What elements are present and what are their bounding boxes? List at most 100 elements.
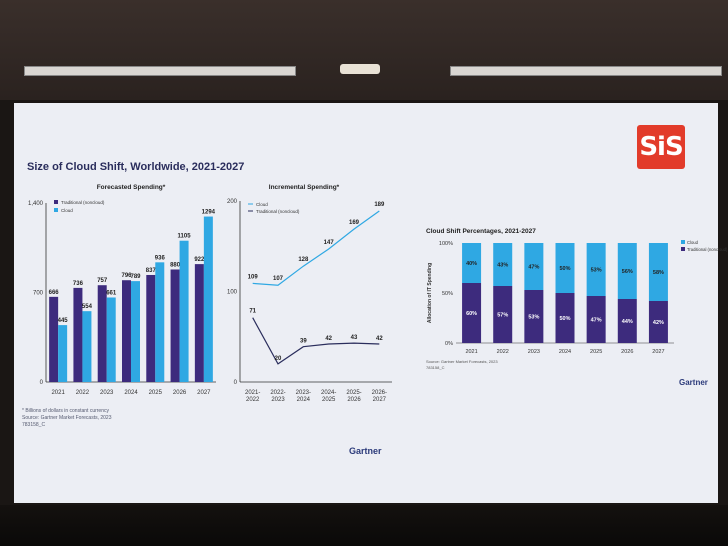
chart-title-percentages: Cloud Shift Percentages, 2021-2027: [426, 228, 536, 235]
footnote-line: 783158_C: [22, 422, 46, 428]
data-label: 1105: [178, 234, 192, 240]
audience-area: [0, 505, 728, 546]
legend-swatch: [54, 208, 58, 212]
data-label: 71: [249, 309, 256, 315]
data-label: 43: [351, 335, 358, 341]
data-label: 50%: [559, 316, 570, 322]
data-label: 20: [275, 356, 282, 362]
sis-logo: SiS: [637, 125, 685, 169]
x-tick-label: 2023-2024: [296, 390, 311, 403]
slide-title: Size of Cloud Shift, Worldwide, 2021-202…: [27, 161, 245, 173]
bar-cloud: [58, 325, 68, 382]
data-label: 53%: [528, 315, 539, 321]
x-tick-label: 2022-2023: [270, 390, 285, 403]
y-axis-title: Allocation of IT Spending: [427, 263, 433, 323]
bar-traditional: [122, 280, 131, 382]
legend-swatch: [54, 200, 58, 204]
bar-traditional: [97, 285, 107, 382]
data-label: 661: [106, 290, 117, 296]
room-ceiling: [0, 0, 728, 100]
gartner-logo-right: Gartner: [679, 378, 708, 387]
data-label: 42: [325, 336, 332, 342]
data-label: 109: [248, 274, 259, 280]
y-tick-label: 0: [234, 380, 238, 386]
bar-cloud: [648, 243, 668, 301]
data-label: 445: [58, 318, 69, 324]
bar-traditional: [194, 264, 204, 382]
data-label: 42%: [653, 320, 664, 326]
x-tick-label: 2026: [621, 349, 633, 355]
gartner-logo-center: Gartner: [349, 446, 382, 456]
x-tick-label: 2024: [124, 390, 138, 396]
x-tick-label: 2025: [590, 349, 602, 355]
legend-swatch: [681, 240, 685, 244]
chart-code: 783158_C: [426, 365, 445, 370]
data-label: 43%: [497, 263, 508, 269]
x-tick-label: 2021: [465, 349, 477, 355]
x-tick-label: 2025-2026: [346, 390, 361, 403]
data-label: 53%: [591, 268, 602, 274]
data-label: 60%: [466, 311, 477, 317]
x-tick-label: 2027: [652, 349, 664, 355]
legend-label: Traditional (noncloud): [687, 247, 728, 252]
data-label: 44%: [622, 319, 633, 325]
y-tick-label: 100: [227, 290, 238, 296]
bar-cloud: [617, 243, 637, 299]
data-label: 57%: [497, 313, 508, 319]
charts-canvas: Forecasted Spending* 0 700 1,400 Traditional…: [28, 184, 728, 403]
bar-traditional: [49, 296, 59, 382]
y-tick-label: 1,400: [28, 201, 44, 207]
data-label: 58%: [653, 270, 664, 276]
bar-cloud: [586, 243, 606, 296]
data-label: 922: [194, 257, 205, 263]
x-tick-label: 2025: [149, 390, 163, 396]
y-tick-label: 50%: [442, 291, 453, 297]
y-tick-label: 0: [40, 380, 44, 386]
data-label: 47%: [528, 265, 539, 271]
x-tick-label: 2022: [76, 390, 90, 396]
ceiling-light-right: [450, 66, 722, 76]
x-tick-label: 2021: [51, 390, 65, 396]
y-tick-label: 100%: [439, 241, 453, 247]
ceiling-spotlight: [340, 64, 380, 74]
legend-label: Cloud: [687, 240, 699, 245]
data-label: 147: [324, 240, 335, 246]
y-tick-label: 200: [227, 199, 238, 205]
bar-cloud: [131, 281, 140, 382]
data-label: 107: [273, 276, 284, 282]
data-label: 1294: [202, 210, 216, 216]
line-traditional: [252, 317, 380, 365]
bar-traditional: [170, 269, 180, 382]
data-label: 736: [73, 281, 84, 287]
x-tick-label: 2026-2027: [372, 390, 387, 403]
bar-traditional: [617, 299, 637, 343]
chart-title-incremental: Incremental Spending*: [269, 184, 340, 191]
x-tick-label: 2022: [497, 349, 509, 355]
x-tick-label: 2024-2025: [321, 390, 336, 403]
legend-label: Traditional (noncloud): [256, 209, 300, 214]
bar-cloud: [155, 262, 165, 382]
bar-traditional: [648, 301, 668, 343]
legend-label: Traditional (noncloud): [61, 200, 105, 205]
x-tick-label: 2026: [173, 390, 187, 396]
footnote-line: Source: Gartner Market Forecasts, 2023: [22, 415, 112, 421]
data-label: 56%: [622, 269, 633, 275]
legend-label: Cloud: [256, 202, 268, 207]
bar-traditional: [493, 286, 513, 343]
bar-traditional: [73, 287, 83, 382]
x-tick-label: 2023: [528, 349, 540, 355]
data-label: 880: [170, 262, 181, 268]
chart-source: Source: Gartner Market Forecasts, 2023: [426, 359, 498, 364]
bar-traditional: [555, 293, 575, 343]
legend-swatch: [681, 247, 685, 251]
data-label: 128: [298, 257, 309, 263]
data-label: 666: [49, 290, 60, 296]
bar-cloud: [493, 243, 513, 286]
footnote: * Billions of dollars in constant curren…: [22, 408, 111, 429]
data-label: 757: [97, 278, 108, 284]
x-tick-label: 2023: [100, 390, 114, 396]
data-label: 837: [146, 268, 157, 274]
y-tick-label: 0%: [445, 341, 453, 347]
presentation-slide: Size of Cloud Shift, Worldwide, 2021-202…: [14, 103, 728, 503]
data-label: 39: [300, 339, 307, 345]
